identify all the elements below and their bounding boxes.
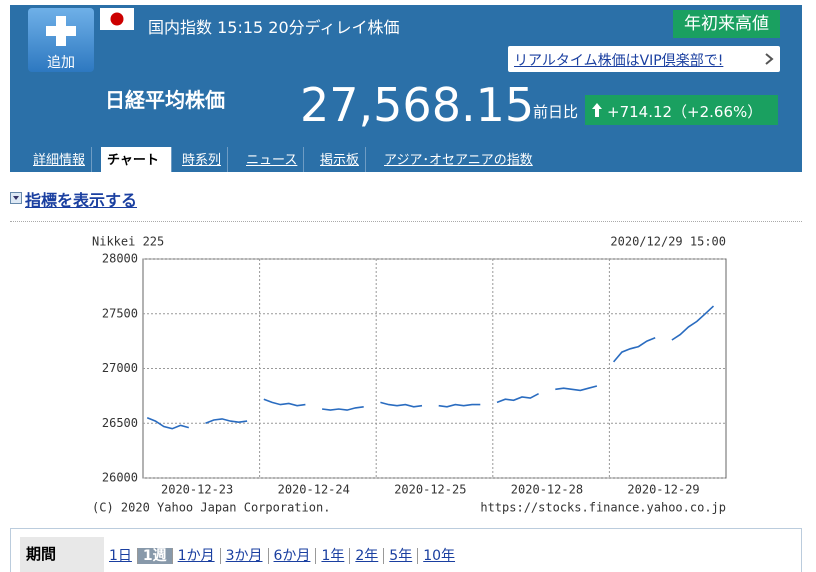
y-tick-label: 27000	[102, 361, 138, 375]
price: 27,568.15	[300, 78, 535, 132]
y-tick-label: 26500	[102, 416, 138, 430]
flag	[100, 8, 134, 30]
y-tick-label: 28000	[102, 252, 138, 266]
tab[interactable]: 掲示板	[314, 147, 367, 172]
period-option[interactable]: 10年	[417, 548, 461, 564]
add-label: 追加	[47, 55, 75, 71]
x-tick-label: 2020-12-29	[627, 483, 699, 497]
period-option[interactable]: 2年	[349, 548, 384, 564]
period-option[interactable]: 5年	[383, 548, 418, 564]
divider	[10, 221, 802, 222]
toggle-icon	[10, 192, 22, 204]
plot-area	[142, 258, 727, 479]
period-selector: 期間 1日 1週 1か月 3か月 6か月 1年 2年 5年 10年	[10, 528, 802, 572]
period-option[interactable]: 1週	[136, 548, 172, 564]
indicator-toggle[interactable]: 指標を表示する	[25, 191, 138, 210]
plus-icon	[46, 16, 76, 46]
change: +714.12（+2.66%）	[607, 103, 763, 121]
tab[interactable]: ニュース	[240, 147, 305, 172]
chart-subtitle: 2020/12/29 15:00	[610, 235, 726, 249]
period-options: 1日 1週 1か月 3か月 6か月 1年 2年 5年 10年	[104, 545, 461, 565]
period-label: 期間	[20, 537, 104, 572]
market-info: 国内指数 15:15 20分ディレイ株価	[148, 18, 400, 37]
tab[interactable]: アジア･オセアニアの指数	[384, 153, 533, 168]
tab[interactable]: チャート	[101, 147, 172, 172]
period-option[interactable]: 1日	[109, 548, 132, 564]
tab[interactable]: 時系列	[176, 147, 229, 172]
change-label: 前日比	[533, 103, 579, 121]
period-option[interactable]: 1年	[315, 548, 350, 564]
add-button[interactable]: 追加	[28, 8, 94, 72]
header	[10, 5, 802, 172]
chart: Nikkei 225 2020/12/29 15:00 (C) 2020 Yah…	[92, 235, 727, 515]
period-option[interactable]: 3か月	[219, 548, 268, 564]
x-tick-label: 2020-12-23	[161, 483, 233, 497]
x-tick-label: 2020-12-24	[278, 483, 350, 497]
credit: (C) 2020 Yahoo Japan Corporation.	[92, 501, 330, 515]
x-tick-label: 2020-12-28	[511, 483, 583, 497]
tab[interactable]: 詳細情報	[27, 147, 93, 172]
y-tick-label: 27500	[102, 306, 138, 320]
chevron	[765, 53, 774, 65]
change-box: +714.12（+2.66%）	[585, 95, 778, 125]
source: https://stocks.finance.yahoo.co.jp	[480, 501, 726, 515]
y-tick-label: 26000	[102, 471, 138, 485]
vip-link[interactable]: リアルタイム株価はVIP倶楽部で!	[514, 53, 724, 69]
vip-box[interactable]: リアルタイム株価はVIP倶楽部で!	[508, 46, 780, 72]
badge: 年初来高値	[673, 10, 780, 38]
price-line	[146, 305, 715, 430]
index-name: 日経平均株価	[105, 88, 225, 112]
chart-title: Nikkei 225	[92, 235, 164, 249]
up-arrow	[592, 103, 602, 117]
period-option[interactable]: 1か月	[171, 548, 220, 564]
x-tick-label: 2020-12-25	[394, 483, 466, 497]
period-option[interactable]: 6か月	[267, 548, 316, 564]
